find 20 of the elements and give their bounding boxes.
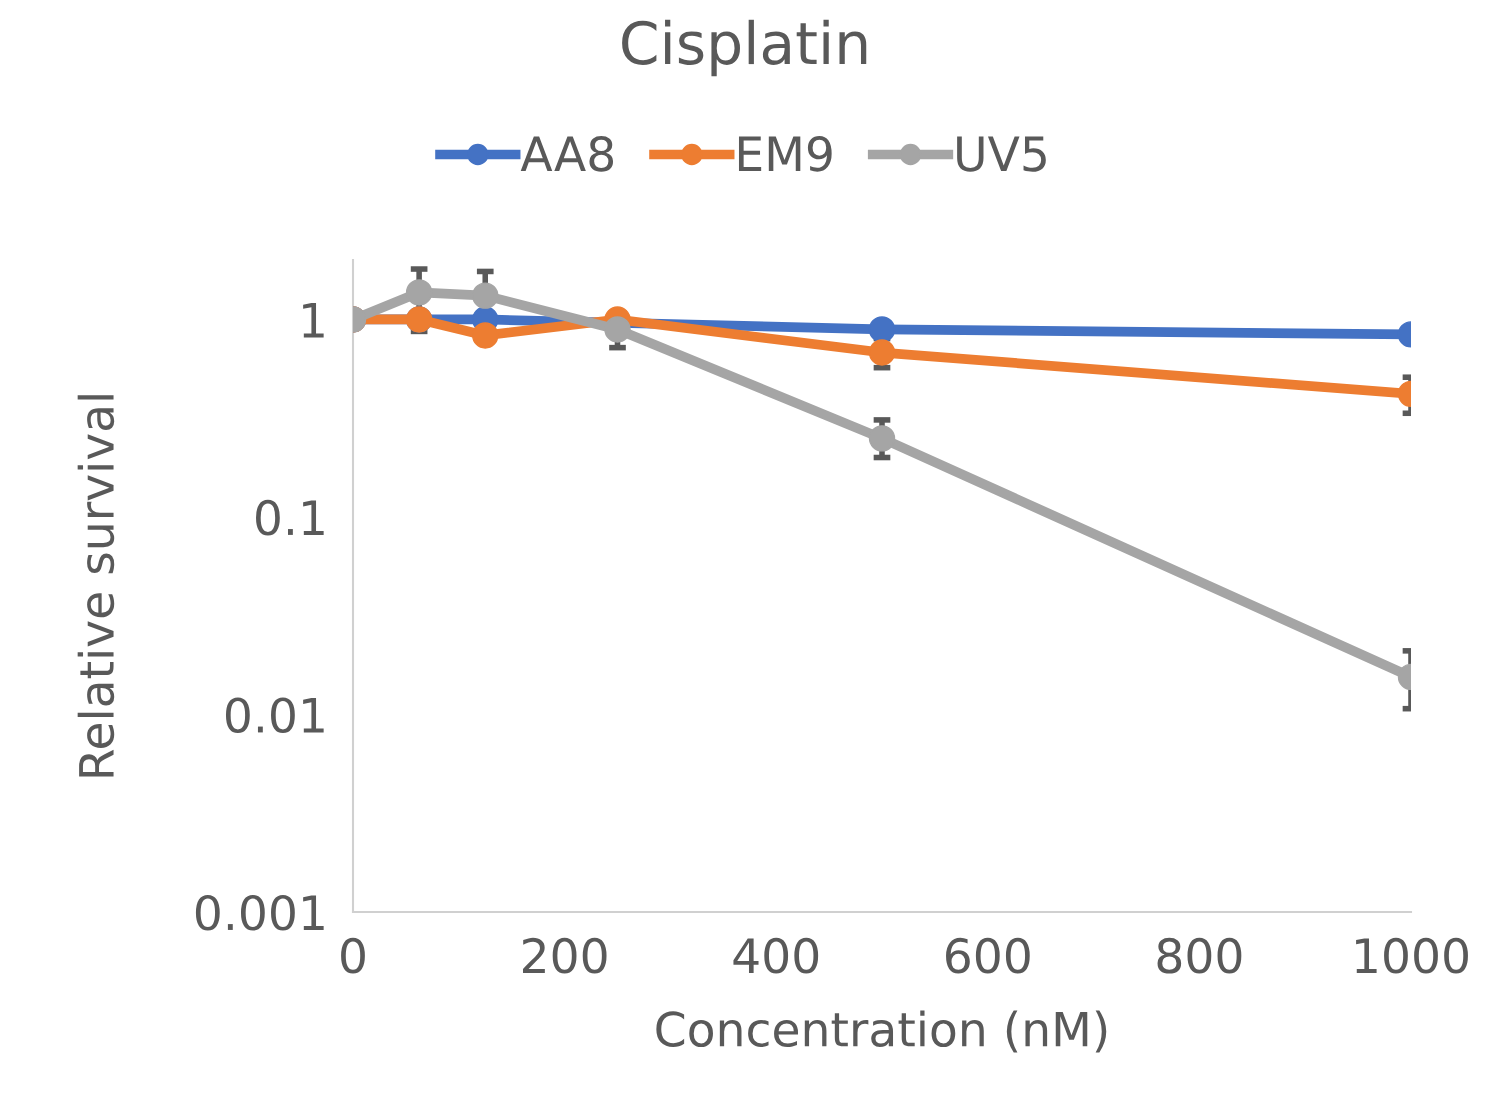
legend-label: EM9 [738, 135, 832, 172]
y-axis-title: Relative survival [77, 395, 115, 777]
y-tick-label: 1 [303, 302, 324, 338]
x-tick-label: 200 [522, 937, 607, 974]
y-tick-label: 0.001 [195, 894, 324, 931]
point [472, 282, 499, 309]
legend-label: AA8 [520, 135, 614, 172]
x-tick-label: 800 [1157, 937, 1242, 974]
point [472, 322, 499, 349]
x-tick-label: 400 [733, 937, 819, 974]
point [405, 279, 433, 306]
x-tick-label: 1000 [1356, 937, 1468, 974]
legend-label: UV5 [957, 136, 1046, 172]
y-tick-label: 0.01 [225, 697, 324, 734]
point [604, 316, 631, 343]
x-tick-label: 600 [946, 937, 1030, 974]
chart-title: Cisplatin [622, 19, 867, 77]
y-tick-label: 0.1 [256, 499, 324, 536]
x-tick-label: 0 [341, 937, 365, 974]
x-axis-title: Concentration (nM) [656, 1010, 1107, 1053]
